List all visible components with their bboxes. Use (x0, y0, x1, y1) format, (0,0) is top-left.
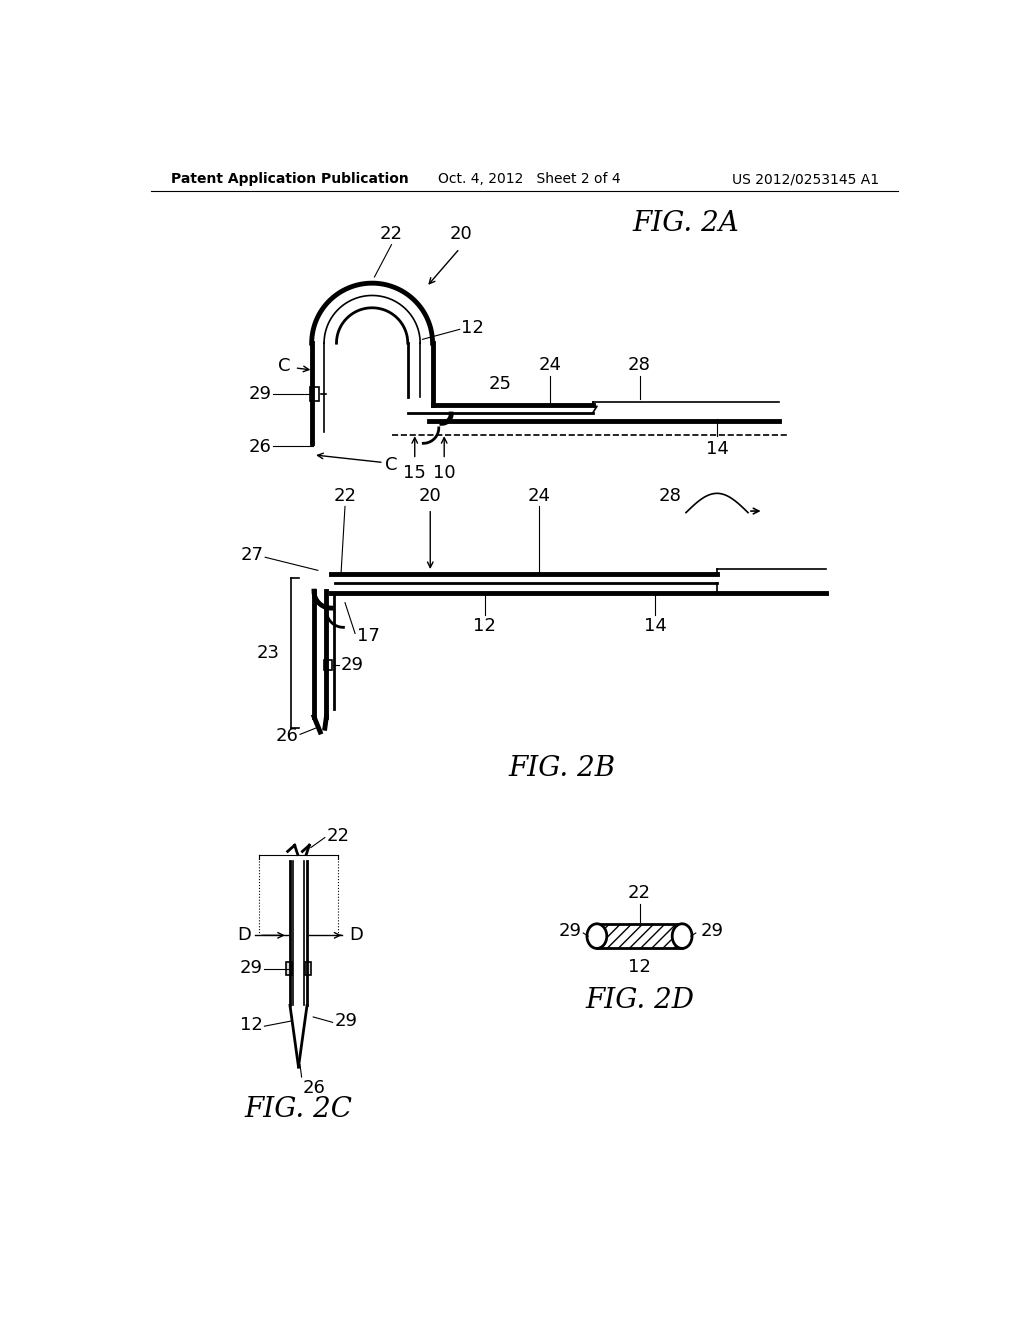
Bar (305, 962, 311, 974)
Bar (286, 962, 292, 974)
Ellipse shape (672, 924, 692, 949)
Text: 26: 26 (302, 1078, 326, 1097)
Text: 14: 14 (706, 441, 728, 458)
Text: Oct. 4, 2012   Sheet 2 of 4: Oct. 4, 2012 Sheet 2 of 4 (438, 172, 621, 186)
Text: C: C (279, 358, 291, 375)
Text: 23: 23 (256, 644, 280, 663)
Text: FIG. 2B: FIG. 2B (509, 755, 615, 783)
Text: 29: 29 (559, 923, 582, 940)
Bar (324, 660, 332, 671)
Text: 29: 29 (340, 656, 364, 675)
Text: 28: 28 (628, 356, 651, 374)
Text: 29: 29 (700, 923, 724, 940)
Text: FIG. 2D: FIG. 2D (585, 987, 694, 1014)
Text: FIG. 2A: FIG. 2A (633, 210, 739, 238)
Text: 20: 20 (419, 487, 441, 506)
Text: D: D (238, 927, 251, 944)
Text: 12: 12 (473, 616, 496, 635)
Text: 22: 22 (327, 828, 349, 845)
Text: 14: 14 (643, 616, 667, 635)
Text: 10: 10 (433, 465, 456, 482)
Text: 15: 15 (403, 465, 426, 482)
Text: 12: 12 (628, 958, 651, 975)
Text: 29: 29 (334, 1012, 357, 1030)
Text: 26: 26 (275, 727, 299, 744)
Text: 22: 22 (380, 226, 403, 243)
Text: 26: 26 (249, 438, 271, 457)
Text: 12: 12 (240, 1015, 263, 1034)
Text: 22: 22 (334, 487, 356, 506)
Text: 27: 27 (241, 546, 263, 564)
Text: 12: 12 (461, 319, 484, 337)
Ellipse shape (587, 924, 607, 949)
Text: 20: 20 (450, 226, 473, 243)
Text: 24: 24 (539, 356, 562, 374)
Text: 25: 25 (488, 375, 511, 393)
Text: 29: 29 (240, 960, 263, 977)
Text: FIG. 2C: FIG. 2C (245, 1096, 352, 1123)
Bar (310, 387, 319, 401)
Text: US 2012/0253145 A1: US 2012/0253145 A1 (732, 172, 880, 186)
Text: 22: 22 (628, 884, 651, 903)
Text: Patent Application Publication: Patent Application Publication (171, 172, 409, 186)
Text: 17: 17 (356, 627, 380, 644)
Text: 28: 28 (659, 487, 682, 506)
Text: D: D (349, 927, 364, 944)
Bar (597, 924, 682, 949)
Text: 29: 29 (249, 385, 271, 403)
Text: 24: 24 (527, 487, 550, 506)
Text: C: C (385, 455, 397, 474)
